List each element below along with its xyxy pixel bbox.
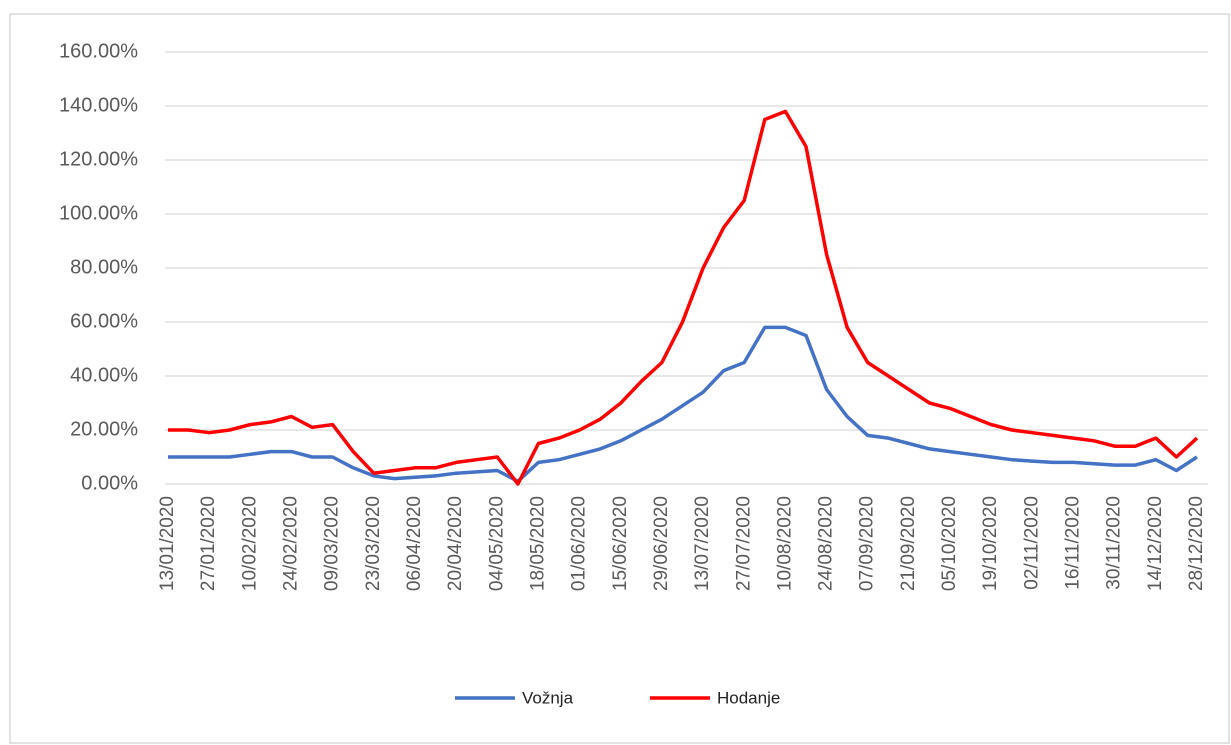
y-tick-label: 40.00% <box>70 364 138 386</box>
data-line <box>168 109 1199 486</box>
data-line <box>168 325 1198 484</box>
x-tick-label: 27/07/2020 <box>733 496 754 591</box>
x-tick-label: 14/12/2020 <box>1145 496 1166 591</box>
x-tick-label: 10/02/2020 <box>239 496 260 591</box>
x-tick-label: 20/04/2020 <box>445 496 466 591</box>
y-tick-label: 0.00% <box>81 472 138 494</box>
x-tick-label: 07/09/2020 <box>857 496 878 591</box>
y-tick-label: 160.00% <box>59 40 138 62</box>
x-tick-label: 05/10/2020 <box>939 496 960 591</box>
x-tick-label: 10/08/2020 <box>774 496 795 591</box>
x-tick-label: 16/11/2020 <box>1063 496 1084 590</box>
y-tick-label: 120.00% <box>59 148 138 170</box>
x-tick-label: 30/11/2020 <box>1104 496 1125 590</box>
y-tick-label: 60.00% <box>70 310 138 332</box>
x-tick-label: 13/07/2020 <box>692 496 713 591</box>
y-tick-label: 80.00% <box>70 256 138 278</box>
y-tick-label: 20.00% <box>70 418 138 440</box>
y-tick-label: 140.00% <box>59 94 138 116</box>
x-tick-label: 13/01/2020 <box>157 496 178 591</box>
chart-frame <box>9 13 1230 744</box>
x-tick-label: 24/08/2020 <box>816 496 837 591</box>
x-tick-label: 28/12/2020 <box>1186 496 1207 591</box>
x-tick-label: 23/03/2020 <box>363 496 384 591</box>
legend-label: Vožnja <box>522 688 574 707</box>
x-tick-label: 19/10/2020 <box>980 496 1001 591</box>
x-tick-label: 01/06/2020 <box>569 496 590 591</box>
y-tick-label: 100.00% <box>59 202 138 224</box>
legend-label: Hodanje <box>717 688 780 707</box>
x-tick-label: 02/11/2020 <box>1021 496 1042 590</box>
x-tick-label: 06/04/2020 <box>404 496 425 591</box>
x-tick-label: 09/03/2020 <box>322 496 343 591</box>
x-tick-label: 04/05/2020 <box>486 496 507 591</box>
x-tick-label: 15/06/2020 <box>610 496 631 591</box>
x-tick-label: 27/01/2020 <box>198 496 219 591</box>
x-tick-label: 29/06/2020 <box>651 496 672 591</box>
x-tick-label: 24/02/2020 <box>280 496 301 591</box>
x-tick-label: 18/05/2020 <box>527 496 548 591</box>
x-tick-label: 21/09/2020 <box>898 496 919 591</box>
